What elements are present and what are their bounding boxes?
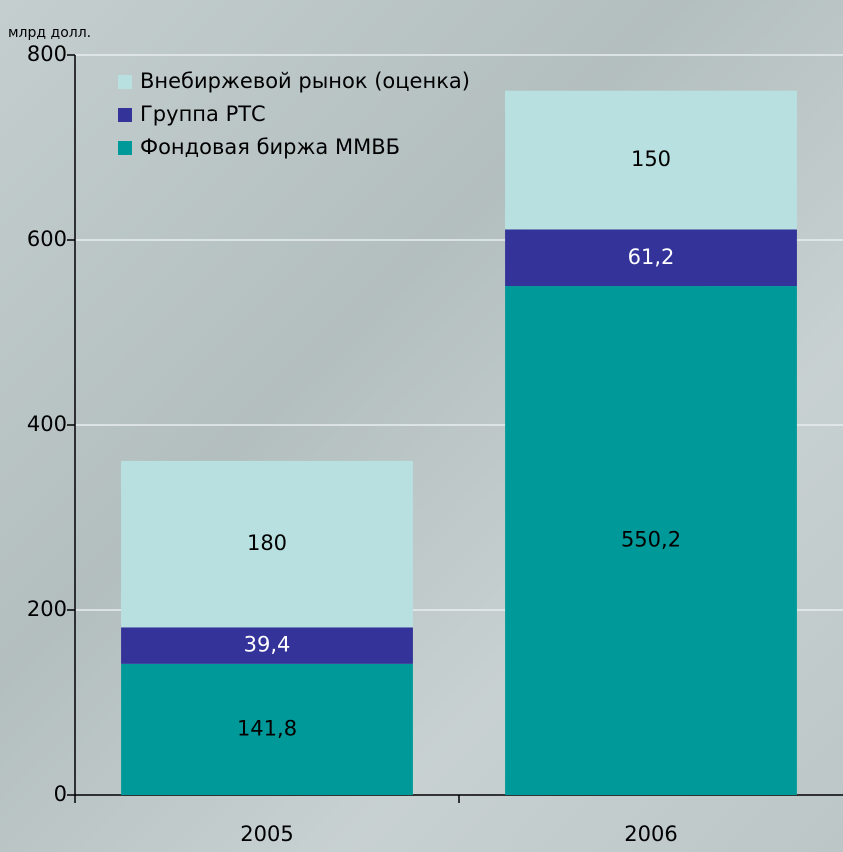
bar-segment [121,663,413,795]
bar-segment [505,286,797,795]
bar-segment [505,90,797,230]
legend-swatch [118,75,132,89]
x-tick-label: 2005 [240,822,293,846]
value-label: 61,2 [628,245,675,269]
y-axis-label: млрд долл. [8,25,91,41]
y-tick-label: 0 [54,782,67,806]
value-label: 180 [247,531,287,555]
y-tick-label: 200 [27,597,67,621]
legend-label: Фондовая биржа ММВБ [140,135,400,159]
bar-segment [505,229,797,287]
legend-label: Группа РТС [140,102,266,126]
bar-segment [121,627,413,664]
value-label: 150 [631,147,671,171]
legend-swatch [118,141,132,155]
y-tick-label: 400 [27,412,67,436]
legend-swatch [118,108,132,122]
value-label: 141,8 [237,716,297,740]
legend-label: Внебиржевой рынок (оценка) [140,69,470,93]
y-tick-label: 600 [27,227,67,251]
x-tick-label: 2006 [624,822,677,846]
value-label: 39,4 [244,633,291,657]
bar-segment [121,460,413,628]
y-tick-label: 800 [27,42,67,66]
value-label: 550,2 [621,528,681,552]
